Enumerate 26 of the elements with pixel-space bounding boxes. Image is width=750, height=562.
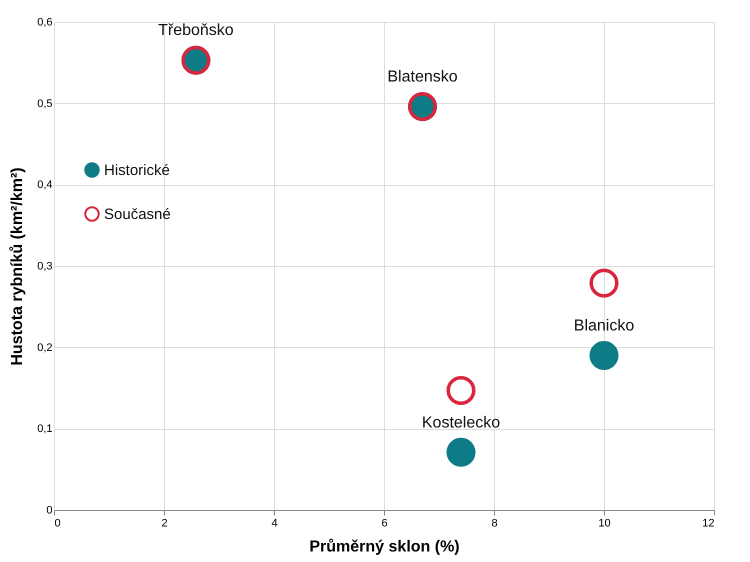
y-tick-label: 0,1 — [37, 423, 52, 436]
x-tick-label: 8 — [491, 518, 498, 530]
x-tick-label: 10 — [598, 518, 611, 530]
y-tick-label: 0,5 — [37, 98, 52, 110]
point — [446, 438, 476, 467]
x-tick-label: 4 — [271, 518, 278, 530]
y-tick-label: 0,4 — [37, 179, 52, 192]
point — [590, 268, 618, 298]
y-axis-title: Hustota rybníků (km²/km²) — [9, 167, 26, 366]
y-tick-label: 0,2 — [37, 342, 52, 354]
x-tick-label: 6 — [381, 518, 388, 530]
x-tick-label: 2 — [161, 518, 168, 530]
x-tick-label: 12 — [702, 518, 714, 530]
y-tick-label: 0 — [46, 504, 52, 516]
point — [590, 340, 618, 370]
annotation: Třeboňsko — [158, 22, 234, 40]
x-axis-title: Průměrný sklon (%) — [309, 538, 460, 556]
point — [446, 376, 476, 405]
annotation: Blanicko — [574, 317, 634, 334]
legend-label: Historické — [104, 162, 170, 179]
y-tick-label: 0,6 — [37, 16, 52, 28]
annotation: Kostelecko — [422, 414, 500, 432]
y-tick-label: 0,3 — [37, 260, 52, 272]
x-tick-label: 0 — [54, 518, 61, 530]
annotation: Blatensko — [387, 68, 458, 86]
legend-label: Současné — [104, 206, 171, 223]
